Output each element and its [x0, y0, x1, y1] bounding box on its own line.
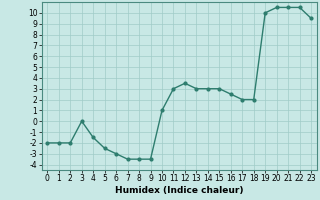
X-axis label: Humidex (Indice chaleur): Humidex (Indice chaleur): [115, 186, 244, 195]
